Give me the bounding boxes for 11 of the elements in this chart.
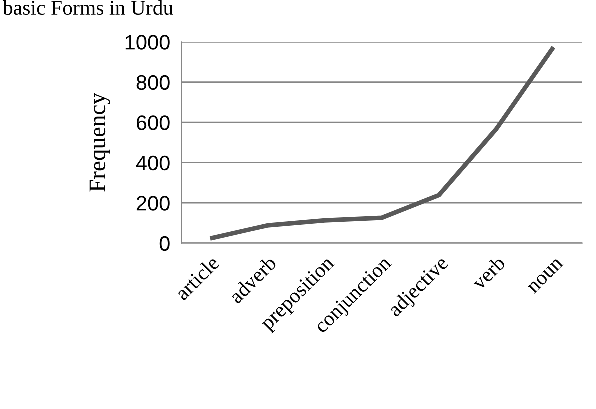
y-tick-label: 400 [136,156,170,171]
y-tick-label: 1000 [126,35,170,50]
x-tick-label: noun [528,258,564,294]
y-tick-label: 800 [136,75,170,90]
y-axis-title: Frequency [90,93,110,192]
y-tick-label: 0 [160,236,170,252]
x-tick-label: verb [470,255,506,292]
chart-title: basic Forms in Urdu [2,0,174,16]
y-tick-label: 600 [136,116,170,130]
line-series [208,45,556,241]
y-tick-label: 200 [136,196,170,211]
